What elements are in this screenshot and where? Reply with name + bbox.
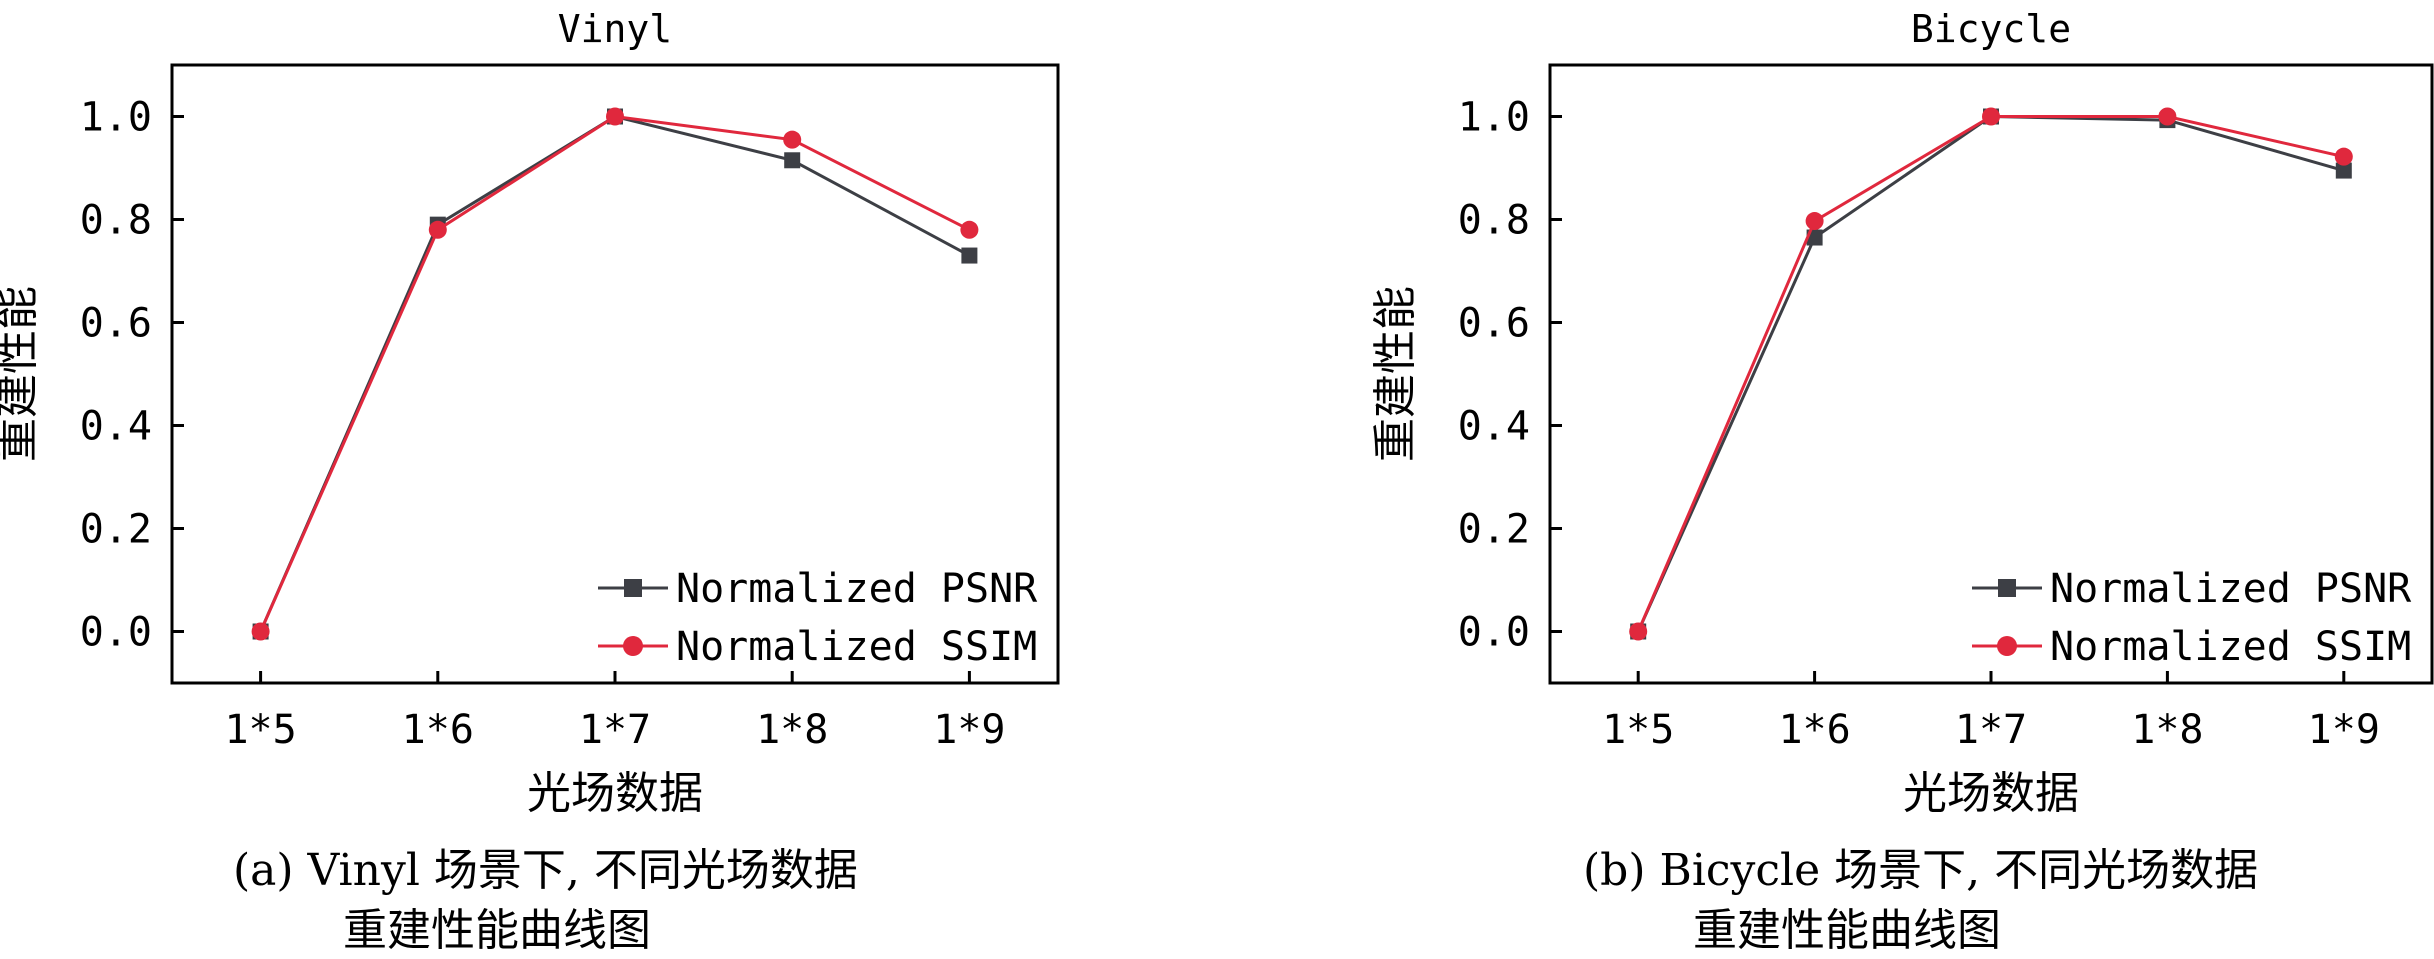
x-tick-label: 1*5: [1602, 707, 1674, 753]
chart-title: Bicycle: [1911, 7, 2071, 51]
ssim-point: [606, 107, 624, 126]
x-tick-label: 1*7: [1955, 707, 2027, 753]
legend-circle-icon: [1997, 636, 2017, 656]
y-tick-label: 0.0: [80, 610, 152, 656]
y-tick-label: 0.6: [1458, 301, 1530, 347]
ssim-point: [251, 622, 270, 641]
psnr-point: [784, 152, 801, 169]
legend-label: Normalized PSNR: [676, 566, 1038, 612]
chart-panel-2: Bicycle 0.0 0.2 0.4 0.6 0.8 1.0 1*5 1*6 1*7 1*8 1*9…: [1370, 7, 2434, 956]
y-tick-label: 0.4: [80, 404, 152, 450]
x-tick-label: 1*6: [402, 707, 474, 753]
x-tick-label: 1*6: [1778, 707, 1850, 753]
x-tick-label: 1*8: [756, 707, 828, 753]
ssim-point: [960, 220, 979, 239]
ssim-point: [1982, 107, 2000, 126]
series-line-psnr: [259, 114, 971, 633]
y-tick-label: 0.8: [80, 198, 152, 244]
chart-title: Vinyl: [558, 7, 672, 51]
psnr-point: [2335, 162, 2352, 179]
y-tick-label: 0.4: [1458, 404, 1530, 450]
y-tick-label: 0.2: [1458, 507, 1530, 553]
series-line-psnr: [1636, 114, 2345, 633]
ssim-point: [428, 220, 447, 239]
legend-square-icon: [624, 579, 642, 597]
figure-caption-line2: 重建性能曲线图: [343, 905, 651, 956]
series-line-ssim: [1636, 115, 2345, 633]
figure-caption-line2: 重建性能曲线图: [1693, 905, 2001, 956]
ssim-point: [2334, 147, 2353, 166]
x-tick-label: 1*7: [579, 707, 651, 753]
legend-label: Normalized PSNR: [2050, 566, 2412, 612]
x-tick-label: 1*9: [2308, 707, 2380, 753]
legend-circle-icon: [623, 636, 643, 656]
y-axis-label: 重建性能: [1370, 286, 1421, 462]
y-tick-label: 1.0: [80, 95, 152, 141]
x-axis-label: 光场数据: [1903, 768, 2079, 819]
series-line-ssim: [259, 114, 971, 633]
y-axis-label: 重建性能: [0, 286, 43, 462]
ssim-point: [2158, 107, 2177, 126]
legend-label: Normalized SSIM: [676, 624, 1037, 670]
ssim-point: [1805, 212, 1824, 231]
ssim-point: [783, 130, 802, 149]
y-tick-label: 1.0: [1458, 95, 1530, 141]
legend-label: Normalized SSIM: [2050, 624, 2411, 670]
x-tick-label: 1*9: [933, 707, 1005, 753]
x-tick-label: 1*5: [224, 707, 296, 753]
chart-panel-1: Vinyl 0.0 0.2 0.4 0.6 0.8 1.0 1*5 1*6 1*7 1*8 1*9 光场…: [0, 7, 1060, 956]
x-axis-label: 光场数据: [527, 768, 703, 819]
y-tick-label: 0.8: [1458, 198, 1530, 244]
psnr-point: [961, 247, 978, 264]
y-tick-label: 0.2: [80, 507, 152, 553]
y-tick-label: 0.0: [1458, 610, 1530, 656]
legend-square-icon: [1998, 579, 2016, 597]
ssim-point: [1629, 622, 1648, 641]
x-tick-label: 1*8: [2131, 707, 2203, 753]
figure-caption-line1: (b) Bicycle 场景下, 不同光场数据: [1583, 845, 2258, 896]
figure-caption-line1: (a) Vinyl 场景下, 不同光场数据: [233, 845, 858, 896]
y-tick-label: 0.6: [80, 301, 152, 347]
